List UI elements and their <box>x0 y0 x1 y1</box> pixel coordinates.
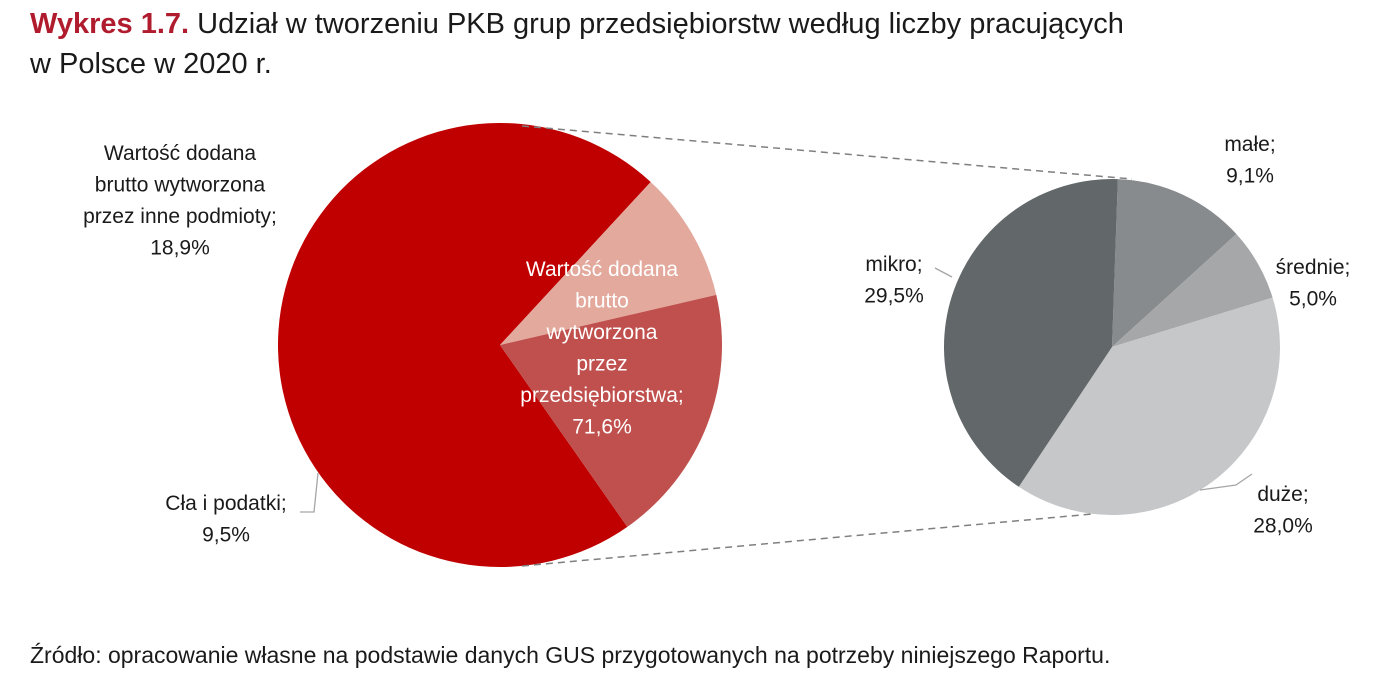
label-przedsiebiorstwa: Wartość dodana brutto wytworzona przez przed… <box>520 258 683 439</box>
pie-of-pie-chart: Wartość dodana brutto wytworzona przez przed… <box>83 122 1351 567</box>
source-note: Źródło: opracowanie własne na podstawie … <box>30 642 1111 668</box>
connector-line-top <box>521 125 1133 180</box>
pie-slice-male <box>1112 179 1237 347</box>
label-srednie: średnie; 5,0% <box>1276 256 1351 311</box>
label-male: małe; 9,1% <box>1224 133 1275 188</box>
label-mikro: mikro; 29,5% <box>864 253 924 308</box>
pie-slice-duze <box>1018 297 1281 516</box>
label-cla-i-podatki: Cła i podatki; 9,5% <box>165 492 286 547</box>
pie-slice-wartosc-dodana <box>277 122 651 567</box>
leader-line-duze <box>1199 473 1253 491</box>
title-line-2: w Polsce w 2020 r. <box>30 48 272 80</box>
pie-slice-cla-i-podatki <box>500 182 717 345</box>
pie-slice-wartosc-dodana <box>500 294 723 527</box>
title-line-1: Udział w tworzeniu PKB grup przedsiębior… <box>197 8 1124 40</box>
leader-line-cla <box>300 472 319 513</box>
figure-number: Wykres 1.7. <box>30 8 190 40</box>
pie-slice-mikro <box>943 178 1118 487</box>
label-duze: duże; 28,0% <box>1253 483 1313 538</box>
leader-line-mikro <box>934 267 953 278</box>
pie-slice-srednie <box>1112 234 1273 347</box>
chart-title: Wykres 1.7. Udział w tworzeniu PKB grup … <box>30 4 1370 84</box>
label-inne-podmioty: Wartość dodana brutto wytworzona przez inn… <box>83 142 277 260</box>
